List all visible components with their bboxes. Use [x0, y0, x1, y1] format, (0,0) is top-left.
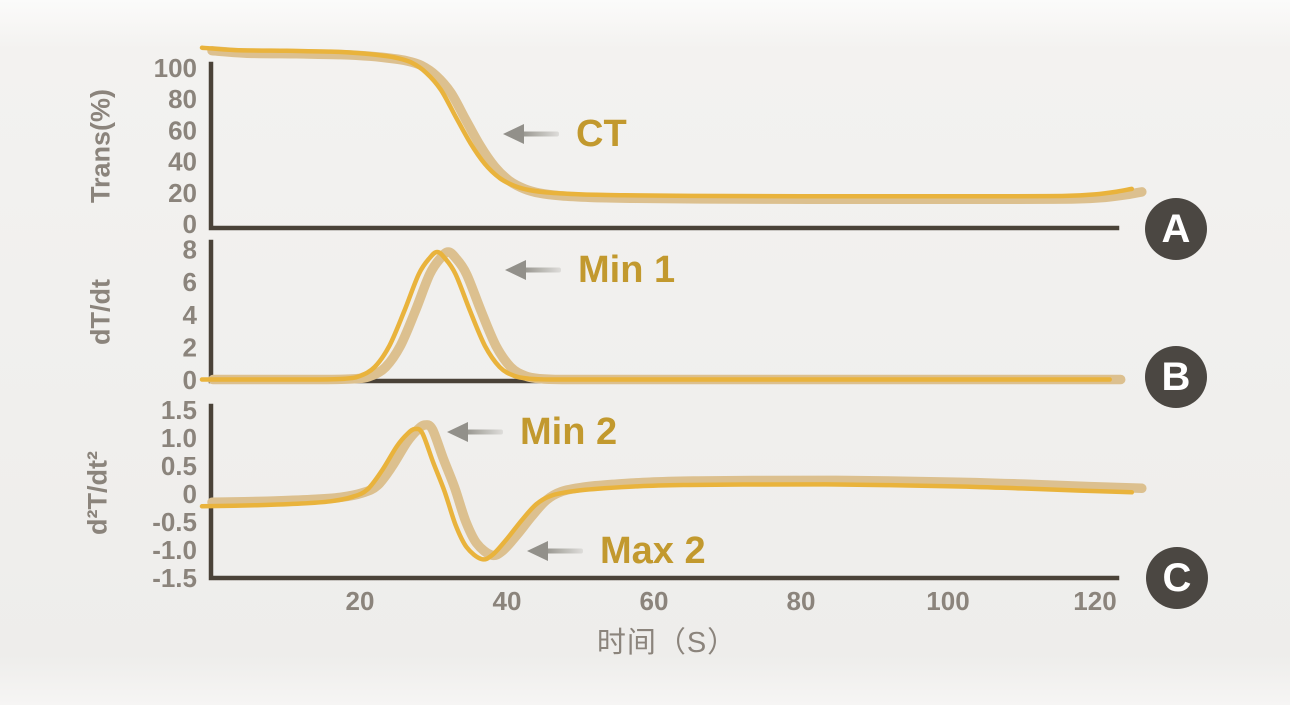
- y-tick-label: 40: [168, 147, 197, 177]
- panel-badge-c: C: [1146, 547, 1208, 609]
- y-tick-label: 0.5: [161, 451, 197, 481]
- arrow-left-icon: [503, 124, 559, 144]
- y-axis-title-dtdt: dT/dt: [85, 279, 116, 345]
- y-tick-label: 4: [183, 300, 198, 330]
- y-tick-label: 100: [154, 53, 197, 83]
- x-tick-label: 20: [346, 586, 375, 616]
- x-tick-label: 120: [1073, 586, 1116, 616]
- curve-main-panel-A: [199, 45, 1135, 199]
- panel-badge-a: A: [1145, 198, 1207, 260]
- x-axis-title-time: 时间（S）: [596, 627, 738, 659]
- curve-main-panel-B: [199, 249, 1112, 382]
- y-tick-label: 0: [183, 365, 197, 395]
- annotation-ct: CT: [502, 112, 627, 156]
- curve-shadow-panel-A: [207, 45, 1147, 204]
- annotation-min1: Min 1: [504, 248, 675, 292]
- y-tick-label: 0: [183, 209, 197, 239]
- x-tick-label: 100: [926, 586, 969, 616]
- y-tick-label: -1.5: [152, 563, 197, 593]
- y-tick-label: -1.0: [152, 535, 197, 565]
- annotation-max2-label: Max 2: [600, 530, 706, 572]
- arrow-left-icon: [505, 260, 561, 280]
- annotation-min2: Min 2: [446, 410, 617, 454]
- x-tick-label: 60: [640, 586, 669, 616]
- annotation-min1-label: Min 1: [578, 249, 676, 291]
- y-tick-label: 8: [183, 235, 197, 265]
- x-tick-label: 80: [787, 586, 816, 616]
- y-tick-label: 6: [183, 267, 197, 297]
- axis-lines-panel-C: [208, 403, 1120, 581]
- y-tick-label: 1.0: [161, 423, 197, 453]
- annotation-ct-label: CT: [576, 113, 627, 155]
- y-tick-label: -0.5: [152, 507, 197, 537]
- axis-lines-panel-A: [208, 61, 1120, 231]
- annotation-min2-label: Min 2: [520, 411, 618, 453]
- annotation-max2: Max 2: [526, 529, 706, 573]
- y-axis-title-trans: Trans(%): [85, 88, 116, 204]
- y-tick-label: 0: [183, 479, 197, 509]
- y-tick-label: 60: [168, 115, 197, 145]
- y-tick-label: 1.5: [161, 395, 197, 425]
- curve-main-panel-C: [199, 426, 1135, 562]
- y-tick-label: 20: [168, 178, 197, 208]
- y-tick-label: 2: [183, 332, 197, 362]
- y-axis-title-d2tdt2: d²T/dt²: [82, 451, 113, 535]
- x-tick-label: 40: [493, 586, 522, 616]
- arrow-left-icon: [447, 422, 503, 442]
- y-tick-label: 80: [168, 84, 197, 114]
- panel-badge-b: B: [1145, 346, 1207, 408]
- arrow-left-icon: [527, 541, 583, 561]
